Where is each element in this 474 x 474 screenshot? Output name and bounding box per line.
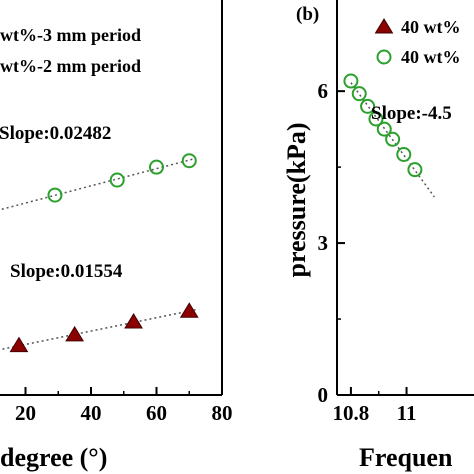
data-point [149, 159, 164, 175]
x-tick-label: 40 [81, 401, 102, 425]
data-point [376, 121, 392, 137]
data-point [65, 325, 85, 342]
data-point [47, 187, 63, 203]
fit-label: Slope:-4.5 [371, 103, 452, 124]
panel-a: 20 40 60 80 degree (°) Slope:0.02482 Slope:0.0… [0, 0, 233, 472]
data-point [368, 111, 384, 127]
x-axis-label: Frequen [359, 443, 453, 472]
data-point [407, 162, 423, 178]
legend-entry: wt%-2 mm period [0, 56, 141, 76]
x-tick-label: 60 [146, 401, 167, 425]
y-tick-label: 0 [318, 383, 329, 407]
x-tick-label: 20 [15, 401, 36, 425]
x-tick-label: 11 [397, 401, 417, 425]
data-point [396, 146, 412, 162]
data-point [385, 131, 401, 147]
data-point [360, 98, 376, 114]
legend-marker [376, 49, 392, 65]
y-tick-label: 6 [318, 79, 329, 103]
fit-label: Slope:0.02482 [0, 123, 111, 144]
panel-label: (b) [296, 4, 319, 25]
y-axis-label: pressure(kPa) [282, 122, 311, 277]
data-point [9, 336, 29, 353]
fit-line [350, 82, 435, 198]
legend-entry: wt%-3 mm period [0, 25, 141, 45]
legend-entry: 40 wt% [401, 17, 461, 37]
legend-entry: 40 wt% [401, 47, 461, 67]
data-point [109, 172, 125, 188]
data-point [351, 86, 367, 102]
x-tick-label: 80 [212, 401, 233, 425]
x-tick-label: 10.8 [333, 401, 370, 425]
data-point [124, 312, 143, 329]
panel-b: 0 3 6 10.8 11 Frequen pressure(kPa) (b) 40 wt% 40… [282, 0, 474, 472]
legend-marker [374, 18, 394, 34]
data-point [179, 302, 199, 318]
x-axis-label: degree (°) [0, 443, 107, 472]
data-point [343, 73, 359, 89]
fit-line [0, 308, 196, 351]
y-tick-label: 3 [318, 231, 329, 255]
fit-line [0, 157, 196, 211]
fit-label: Slope:0.01554 [10, 261, 123, 282]
data-point [181, 153, 197, 169]
